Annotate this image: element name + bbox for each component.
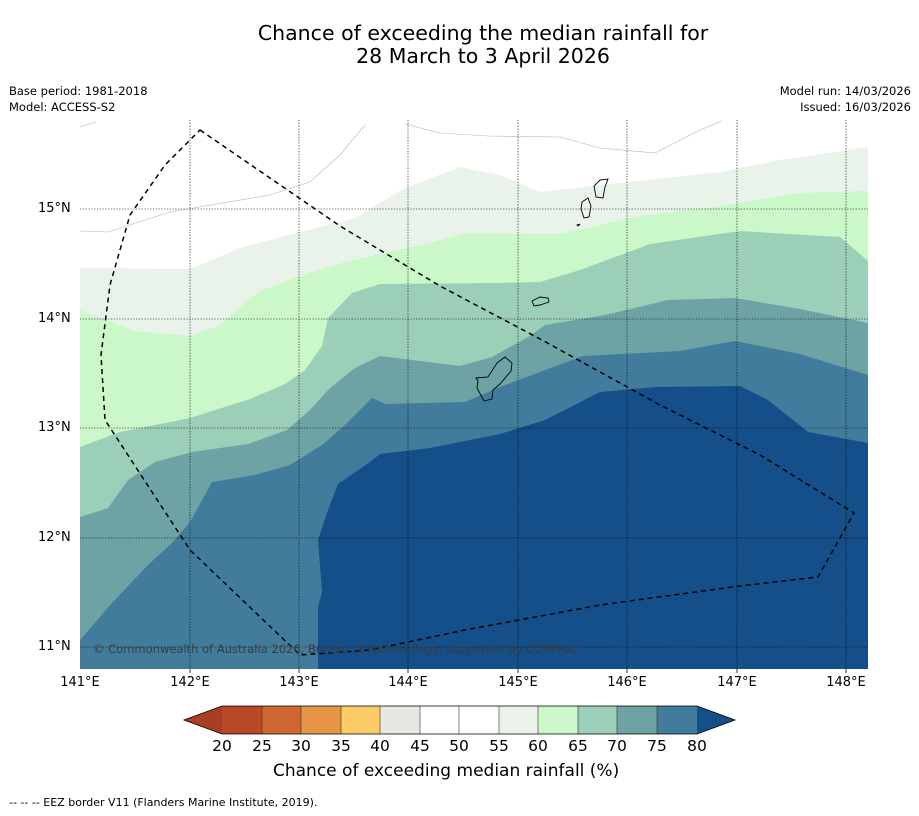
colorbar-tick-45: 45	[410, 737, 430, 755]
issued-date: Issued: 16/03/2026	[800, 100, 911, 114]
guam-coastline	[475, 356, 513, 402]
colorbar-tick-80: 80	[687, 737, 707, 755]
colorbar-swatch-above-80	[697, 706, 735, 734]
colorbar-dividers	[261, 706, 658, 734]
colorbar-swatch-50-55	[459, 706, 499, 734]
colorbar-tick-55: 55	[489, 737, 509, 755]
colorbar-tick-65: 65	[568, 737, 588, 755]
colorbar-tick-50: 50	[449, 737, 469, 755]
model-run: Model run: 14/03/2026	[779, 84, 911, 98]
colorbar-swatch-25-30	[262, 706, 301, 734]
colorbar-swatch-45-50	[420, 706, 459, 734]
graticule	[80, 120, 868, 669]
colorbar-tick-75: 75	[647, 737, 667, 755]
lon-label-143: 143°E	[279, 675, 319, 690]
colorbar-tick-25: 25	[252, 737, 272, 755]
lat-label-12: 12°N	[38, 530, 71, 545]
colorbar-tick-70: 70	[607, 737, 627, 755]
rota-coastline	[531, 296, 550, 307]
eez-legend-footer: -- -- -- EEZ border V11 (Flanders Marine…	[9, 796, 318, 809]
coastlines	[475, 178, 609, 402]
colorbar-title: Chance of exceeding median rainfall (%)	[273, 761, 620, 781]
lon-label-146: 146°E	[607, 675, 647, 690]
colorbar-swatch-20-25	[222, 706, 262, 734]
band-above-80	[318, 386, 868, 669]
colorbar-tick-35: 35	[331, 737, 351, 755]
colorbar-swatch-60-65	[538, 706, 578, 734]
saipan-coastline	[593, 178, 609, 199]
colorbar	[182, 705, 737, 735]
lon-label-147: 147°E	[717, 675, 757, 690]
colorbar-tick-40: 40	[370, 737, 390, 755]
lon-label-145: 145°E	[498, 675, 538, 690]
aguijan-coastline	[576, 223, 581, 227]
lon-label-148: 148°E	[826, 675, 866, 690]
colorbar-tick-20: 20	[212, 737, 232, 755]
contour-lines	[80, 120, 723, 233]
meta-left: Base period: 1981-2018 Model: ACCESS-S2	[9, 83, 148, 115]
lon-label-144: 144°E	[388, 675, 428, 690]
tinian-coastline	[580, 197, 592, 219]
lon-label-142: 142°E	[170, 675, 210, 690]
lon-label-141: 141°E	[60, 675, 100, 690]
title-line-2: 28 March to 3 April 2026	[356, 44, 610, 68]
colorbar-swatch-65-70	[578, 706, 617, 734]
colorbar-swatch-70-75	[617, 706, 657, 734]
base-period: Base period: 1981-2018	[9, 84, 148, 98]
colorbar-swatch-below-20	[184, 706, 222, 734]
model-name: Model: ACCESS-S2	[9, 100, 116, 114]
lat-label-13: 13°N	[38, 420, 71, 435]
colorbar-swatch-40-45	[380, 706, 420, 734]
lat-label-11: 11°N	[38, 639, 71, 654]
colorbar-tick-30: 30	[291, 737, 311, 755]
tick-marks	[189, 669, 847, 673]
map-title: Chance of exceeding the median rainfall …	[0, 22, 919, 68]
probability-map: © Commonwealth of Australia 2026, Bureau…	[80, 120, 868, 669]
lat-label-14: 14°N	[38, 311, 71, 326]
meta-right: Model run: 14/03/2026 Issued: 16/03/2026	[780, 83, 911, 115]
colorbar-swatch-55-60	[499, 706, 538, 734]
copyright-notice: © Commonwealth of Australia 2026, Bureau…	[93, 642, 577, 656]
colorbar-swatch-75-80	[657, 706, 697, 734]
colorbar-outline	[182, 705, 737, 735]
colorbar-swatch-35-40	[341, 706, 380, 734]
lat-label-15: 15°N	[38, 201, 71, 216]
colorbar-tick-60: 60	[528, 737, 548, 755]
colorbar-swatch-30-35	[301, 706, 341, 734]
eez-border	[100, 129, 856, 656]
title-line-1: Chance of exceeding the median rainfall …	[257, 21, 709, 45]
